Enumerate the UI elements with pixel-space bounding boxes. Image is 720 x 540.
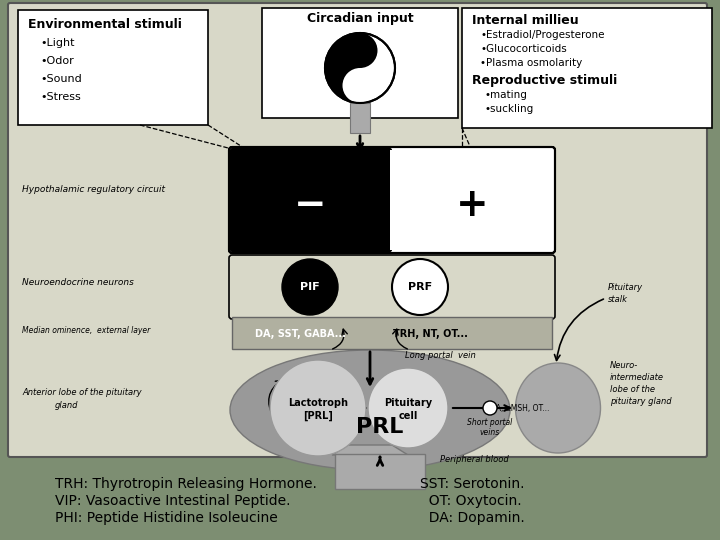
Text: lobe of the: lobe of the (610, 385, 655, 394)
Text: •suckling: •suckling (484, 104, 534, 114)
Text: stalk: stalk (608, 295, 628, 304)
FancyBboxPatch shape (230, 148, 392, 252)
Text: Short portal: Short portal (467, 418, 513, 427)
Text: TRH: Thyrotropin Releasing Hormone.: TRH: Thyrotropin Releasing Hormone. (55, 477, 317, 491)
Text: Neuro-: Neuro- (610, 361, 638, 370)
Text: −: − (294, 186, 326, 224)
Text: Peripheral blood: Peripheral blood (440, 455, 509, 464)
Text: Circadian input: Circadian input (307, 12, 413, 25)
FancyBboxPatch shape (229, 147, 555, 253)
Text: •Sound: •Sound (40, 74, 82, 84)
Circle shape (325, 33, 395, 103)
Circle shape (368, 368, 448, 448)
Text: •Glucocorticoids: •Glucocorticoids (480, 44, 567, 54)
Circle shape (270, 360, 366, 456)
Text: Median ominence,  external layer: Median ominence, external layer (22, 326, 150, 335)
Bar (350, 103, 370, 133)
Text: DA, αMSH, OT...: DA, αMSH, OT... (490, 403, 549, 413)
Bar (390, 150, 552, 250)
Text: [PRL]: [PRL] (303, 411, 333, 421)
Text: intermediate: intermediate (610, 373, 664, 382)
Text: •Stress: •Stress (40, 92, 81, 102)
FancyBboxPatch shape (8, 3, 707, 457)
Text: Lactotroph: Lactotroph (288, 398, 348, 408)
Text: Pituitary: Pituitary (608, 283, 643, 292)
Text: gland: gland (55, 401, 78, 410)
Text: TRH, NT, OT...: TRH, NT, OT... (392, 329, 467, 339)
Bar (232, 317, 552, 349)
Text: SST: Serotonin.: SST: Serotonin. (420, 477, 524, 491)
Text: Hypothalamic regulatory circuit: Hypothalamic regulatory circuit (22, 185, 165, 194)
Text: PRF: PRF (408, 282, 432, 292)
Text: •mating: •mating (484, 90, 527, 100)
Text: cell: cell (398, 411, 418, 421)
Bar (335, 150, 390, 250)
Circle shape (343, 33, 377, 68)
Ellipse shape (516, 363, 600, 453)
Text: Internal millieu: Internal millieu (472, 14, 579, 27)
Polygon shape (325, 33, 360, 103)
Text: VIP: Vasoactive Intestinal Peptide.: VIP: Vasoactive Intestinal Peptide. (55, 494, 290, 508)
Text: Anterior lobe of the pituitary: Anterior lobe of the pituitary (22, 388, 142, 397)
Text: PRL: PRL (356, 417, 404, 437)
Text: Environmental stimuli: Environmental stimuli (28, 18, 182, 31)
Text: pituitary gland: pituitary gland (610, 397, 672, 406)
Text: •Plasma osmolarity: •Plasma osmolarity (480, 58, 582, 68)
Text: •Odor: •Odor (40, 56, 73, 66)
Text: DA: Dopamin.: DA: Dopamin. (420, 511, 525, 525)
Bar (462, 8, 712, 128)
Circle shape (282, 259, 338, 315)
Polygon shape (332, 445, 408, 455)
Text: •Light: •Light (40, 38, 74, 48)
Text: PHI: Peptide Histidine Isoleucine: PHI: Peptide Histidine Isoleucine (55, 511, 278, 525)
Circle shape (483, 401, 497, 415)
Bar (262, 8, 458, 118)
Text: Reproductive stimuli: Reproductive stimuli (472, 74, 617, 87)
FancyBboxPatch shape (229, 255, 555, 319)
Ellipse shape (230, 350, 510, 470)
Bar (18, 10, 208, 125)
Bar (335, 454, 425, 489)
Text: Neuroendocrine neurons: Neuroendocrine neurons (22, 278, 134, 287)
Text: veins: veins (480, 428, 500, 437)
Circle shape (343, 68, 377, 103)
Circle shape (392, 259, 448, 315)
Text: DA, SST, GABA...: DA, SST, GABA... (255, 329, 346, 339)
Text: OT: Oxytocin.: OT: Oxytocin. (420, 494, 521, 508)
Text: PIF: PIF (300, 282, 320, 292)
Text: •Estradiol/Progesterone: •Estradiol/Progesterone (480, 30, 605, 40)
Text: +: + (456, 186, 488, 224)
Text: Pituitary: Pituitary (384, 398, 432, 408)
Text: Long portal  vein: Long portal vein (405, 351, 476, 360)
